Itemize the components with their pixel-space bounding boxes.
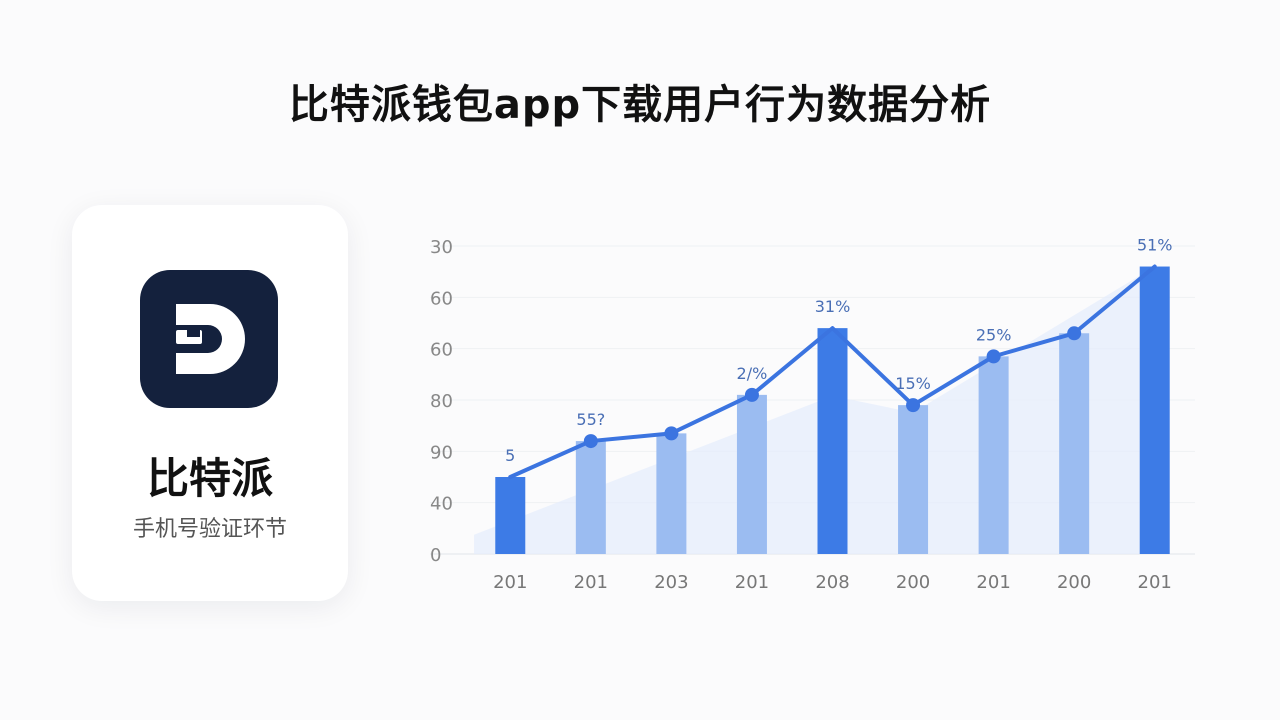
x-tick-label: 201: [574, 572, 608, 593]
bar: [898, 405, 929, 554]
data-point: [986, 349, 1001, 364]
y-tick-label: 60: [430, 288, 453, 309]
x-tick-label: 200: [1057, 572, 1091, 593]
data-point: [744, 387, 759, 402]
data-label: 15%: [895, 374, 931, 393]
brand-name: 比特派: [146, 454, 273, 503]
data-point: [664, 426, 679, 441]
bar: [1139, 266, 1170, 554]
page-title: 比特派钱包app下载用户行为数据分析: [288, 82, 992, 128]
y-tick-label: 30: [430, 237, 453, 258]
bar: [736, 394, 767, 554]
y-tick-label: 60: [430, 340, 453, 361]
brand-subtitle: 手机号验证环节: [132, 517, 287, 542]
data-point: [583, 434, 598, 449]
y-tick-label: 80: [430, 391, 453, 412]
y-tick-label: 40: [430, 494, 453, 515]
series-line: [508, 264, 1157, 479]
data-label: 25%: [976, 325, 1012, 344]
x-tick-label: 201: [735, 572, 769, 593]
bar: [656, 433, 687, 554]
data-label: 2/%: [737, 364, 768, 383]
x-tick-label: 203: [654, 572, 688, 593]
bar: [817, 328, 848, 554]
y-tick-label: 90: [430, 442, 453, 463]
x-tick-label: 201: [493, 572, 527, 593]
brand-card: 比特派 手机号验证环节: [72, 205, 348, 601]
x-tick-label: 208: [815, 572, 849, 593]
data-label: 51%: [1137, 236, 1173, 255]
x-tick-label: 200: [896, 572, 930, 593]
x-tick-label: 201: [1138, 572, 1172, 593]
chart: 0 40 90 80 60 60 30 5 55? 2/% 31% 15% 25% 51% 201 201 20…: [410, 220, 1210, 610]
bar: [575, 441, 606, 554]
chart-svg: 0 40 90 80 60 60 30 5 55? 2/% 31% 15% 25% 51% 201 201 20…: [430, 236, 1195, 593]
data-label: 5: [505, 446, 515, 465]
bar: [1059, 333, 1090, 554]
data-point: [906, 398, 921, 413]
data-point: [1067, 326, 1082, 341]
bar: [978, 356, 1009, 554]
data-label: 55?: [576, 410, 605, 429]
x-tick-label: 201: [976, 572, 1010, 593]
y-tick-label: 0: [430, 545, 441, 566]
bar: [495, 477, 526, 554]
bitpie-logo-icon: [140, 270, 278, 408]
data-label: 31%: [815, 297, 851, 316]
